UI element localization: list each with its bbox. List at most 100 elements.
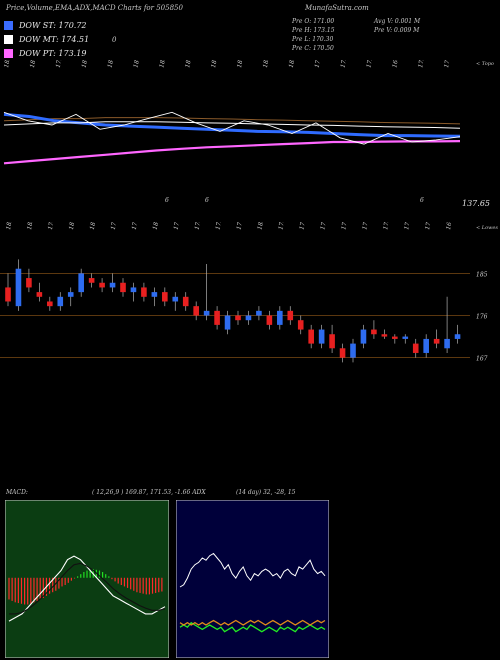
candle-top-tick-label: 183 — [26, 222, 35, 230]
ema-top-tick-label: 172 — [365, 60, 374, 68]
candle-body — [287, 310, 294, 321]
candle-top-tick-label: 171 — [319, 222, 328, 230]
candle-y-tick-label: 167 — [476, 356, 488, 363]
candle-body — [329, 334, 335, 349]
candle-body — [193, 306, 199, 316]
ema-line-close — [3, 111, 461, 145]
stat-pre-high: Pre H: 173.15 — [292, 27, 335, 34]
ema-top-tick-label: 183 — [3, 60, 12, 68]
adx-values: (14 day) 32, -28, 15 — [236, 489, 296, 496]
adx-line-plusdi — [179, 621, 326, 633]
candle-body — [402, 336, 409, 339]
ema-top-tick-label: 18 — [81, 60, 89, 68]
candle-body — [392, 336, 398, 339]
candle-body — [444, 338, 450, 349]
candle-body — [266, 315, 273, 325]
ema-top-tick-label: 168 — [391, 60, 400, 68]
candle-top-tick-label: 174 — [47, 222, 56, 230]
adx-background — [176, 500, 329, 658]
macd-background — [5, 500, 169, 658]
candle-body — [78, 273, 84, 293]
candle-body — [423, 338, 429, 353]
candle-top-tick-label: 178 — [277, 222, 286, 230]
candle-body — [277, 310, 283, 325]
ema-chart: 183 180 179 18 184 187 183 181 187 187 183 182 177 17… — [3, 60, 461, 204]
legend-label: DOW ST: 170.72 — [19, 20, 87, 30]
candle-body — [339, 348, 346, 358]
candle-body — [308, 329, 314, 344]
candle-body — [88, 278, 95, 283]
candle-top-tick-label: 167 — [445, 222, 454, 230]
candle-top-tick-label: 177 — [298, 222, 307, 230]
ema-top-tick-label: 184 — [107, 60, 116, 68]
candle-body — [350, 343, 356, 358]
candle-body — [454, 334, 461, 339]
candle-body — [412, 343, 419, 353]
ema-top-tick-label: 183 — [262, 60, 271, 68]
chart-title: Price,Volume,EMA,ADX,MACD Charts for 505… — [6, 4, 183, 12]
legend-dow-pt: DOW PT: 173.19 — [4, 46, 86, 60]
candle-top-tick-label: 178 — [382, 222, 391, 230]
ema-top-tick-label: 187 — [132, 60, 141, 68]
stat-pre-close: Pre C: 170.50 — [292, 45, 334, 52]
candle-body — [360, 329, 367, 344]
candle-body — [371, 329, 377, 335]
candle-body — [172, 296, 179, 302]
candle-body — [162, 292, 168, 302]
candle-body — [109, 282, 116, 288]
ema-top-tick-label: 171 — [443, 60, 452, 68]
macd-chart — [5, 500, 169, 658]
macd-line-signal — [9, 562, 166, 615]
legend-swatch-icon — [4, 34, 13, 44]
ema-line-dow-pt — [3, 140, 461, 165]
candle-top-tick-label: 170 — [424, 222, 433, 230]
ema-bottom-tick-label: 6 — [205, 197, 209, 204]
ema-top-tick-label: 182 — [288, 60, 297, 68]
candle-body — [99, 282, 105, 288]
candle-top-tick-label: 180 — [89, 222, 98, 230]
candle-body — [26, 278, 32, 288]
candle-body — [67, 292, 74, 297]
candle-body — [214, 310, 220, 325]
candle-top-tick-label: 170 — [361, 222, 370, 230]
ema-top-tick-label: 187 — [236, 60, 245, 68]
candle-body — [57, 296, 64, 307]
candle-body — [5, 287, 11, 302]
candle-top-tick-label: 185 — [5, 222, 14, 230]
candle-body — [297, 320, 304, 330]
legend-swatch-icon — [4, 20, 13, 30]
candle-top-tick-label: 177 — [131, 222, 140, 230]
ema-aux-line — [3, 117, 461, 125]
stat-pre-open: Pre O: 171.00 — [292, 18, 335, 25]
candle-top-tick-label: 176 — [110, 222, 119, 230]
stat-pre-volume: Pre V: 0.009 M — [374, 27, 420, 34]
legend-label: DOW PT: 173.19 — [19, 48, 87, 58]
ema-top-tick-label: 181 — [184, 60, 193, 68]
ema-top-tick-label: 183 — [158, 60, 167, 68]
stat-avg-volume: Avg V: 0.001 M — [374, 18, 421, 25]
candle-top-tick-label: 171 — [403, 222, 412, 230]
last-price-label: 137.65 — [462, 199, 490, 208]
legend-note: 0 — [112, 36, 117, 44]
candle-top-tick-label: 176 — [173, 222, 182, 230]
ema-top-tick-label: 173 — [417, 60, 426, 68]
macd-line-macd — [8, 555, 166, 622]
ema-bottom-tick-label: 6 — [165, 197, 169, 204]
adx-line-adx — [179, 552, 326, 588]
candle-top-tick-label: 177 — [340, 222, 349, 230]
stat-pre-low: Pre L: 170.30 — [292, 36, 334, 43]
ema-top-tick-label: 177 — [314, 60, 323, 68]
legend-label: DOW MT: 174.51 — [19, 34, 90, 44]
candle-top-tick-label: 183 — [257, 222, 266, 230]
candle-y-tick-label: 185 — [476, 271, 488, 278]
candle-top-tick-label: 178 — [194, 222, 203, 230]
candle-body — [120, 282, 126, 293]
candle-body — [203, 310, 210, 316]
candle-body — [318, 329, 325, 344]
candle-body — [141, 287, 147, 297]
candle-body — [256, 310, 262, 316]
candle-body — [151, 292, 158, 297]
legend-dow-st: DOW ST: 170.72 — [4, 18, 87, 32]
top-axis-label: < Topo — [476, 61, 494, 67]
